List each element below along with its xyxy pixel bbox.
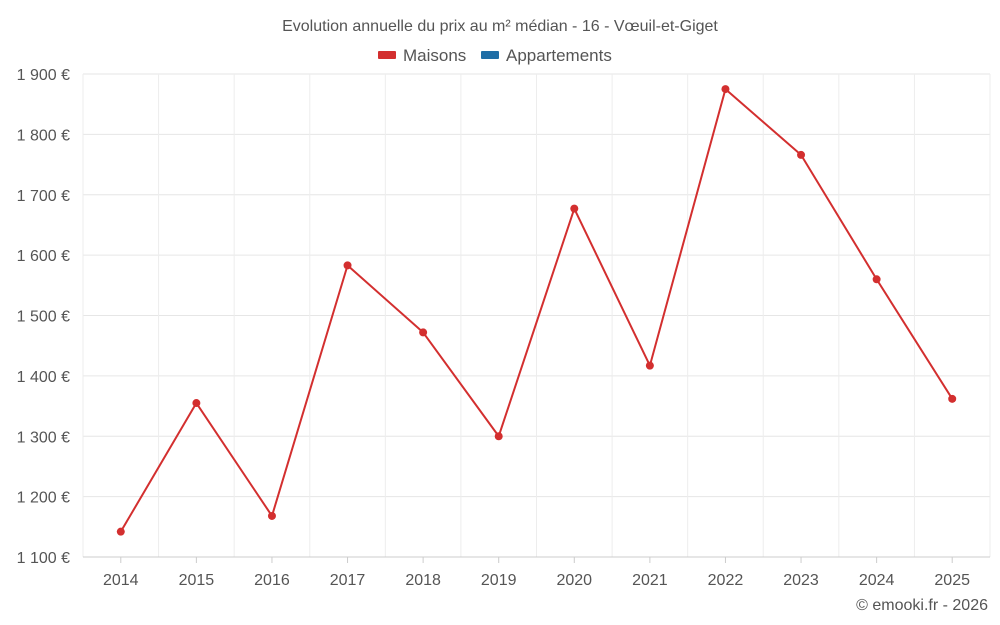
x-tick-label: 2022 — [708, 572, 744, 589]
data-point-maisons-2022[interactable] — [721, 85, 730, 94]
credit: © emooki.fr - 2026 — [856, 597, 988, 614]
y-tick-label: 1 300 € — [17, 429, 70, 446]
x-tick-label: 2021 — [632, 572, 668, 589]
x-tick-label: 2025 — [934, 572, 970, 589]
data-point-maisons-2024[interactable] — [872, 275, 881, 284]
legend-swatch-appartements[interactable] — [481, 51, 499, 59]
data-point-maisons-2019[interactable] — [494, 432, 503, 441]
legend-label-appartements[interactable]: Appartements — [506, 46, 612, 65]
chart-title: Evolution annuelle du prix au m² médian … — [282, 18, 718, 35]
x-tick-label: 2023 — [783, 572, 819, 589]
data-point-maisons-2014[interactable] — [116, 527, 125, 536]
x-tick-label: 2020 — [556, 572, 592, 589]
x-tick-label: 2018 — [405, 572, 441, 589]
series-line-maisons — [119, 88, 954, 533]
data-point-maisons-2021[interactable] — [645, 361, 654, 370]
y-tick-label: 1 200 € — [17, 490, 70, 507]
data-point-maisons-2017[interactable] — [343, 261, 352, 270]
legend-label-maisons[interactable]: Maisons — [403, 46, 466, 65]
data-point-maisons-2023[interactable] — [797, 150, 806, 159]
y-tick-label: 1 400 € — [17, 369, 70, 386]
data-point-maisons-2025[interactable] — [948, 394, 957, 403]
x-tick-label: 2017 — [330, 572, 366, 589]
y-tick-label: 1 900 € — [17, 67, 70, 84]
legend: Maisons Appartements — [378, 46, 612, 65]
data-point-maisons-2016[interactable] — [267, 511, 276, 520]
y-tick-label: 1 100 € — [17, 550, 70, 567]
data-point-maisons-2015[interactable] — [192, 399, 201, 408]
y-tick-label: 1 500 € — [17, 309, 70, 326]
x-tick-label: 2016 — [254, 572, 290, 589]
series-maisons — [116, 85, 957, 536]
x-tick-label: 2015 — [179, 572, 215, 589]
y-tick-label: 1 600 € — [17, 248, 70, 265]
x-tick-label: 2024 — [859, 572, 895, 589]
data-point-maisons-2018[interactable] — [419, 328, 428, 337]
data-point-maisons-2020[interactable] — [570, 204, 579, 213]
grid — [82, 73, 991, 558]
x-tick-label: 2014 — [103, 572, 139, 589]
y-axis: 1 100 € 1 200 € 1 300 € 1 400 € 1 500 € 1 600… — [17, 67, 70, 567]
y-tick-label: 1 800 € — [17, 127, 70, 144]
x-axis: 2014 2015 2016 2017 2018 2019 2020 2021 2022 2023… — [83, 556, 990, 589]
x-tick-label: 2019 — [481, 572, 517, 589]
legend-swatch-maisons[interactable] — [378, 51, 396, 59]
y-tick-label: 1 700 € — [17, 188, 70, 205]
